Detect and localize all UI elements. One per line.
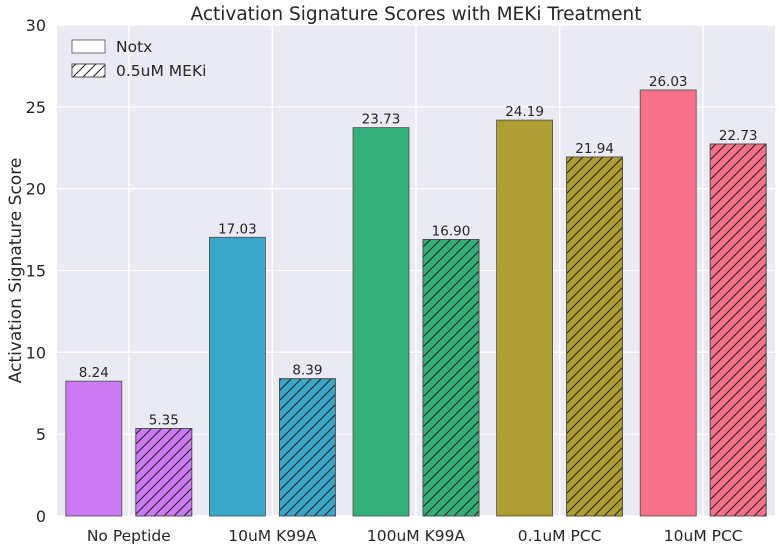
bar-hatch-overlay xyxy=(709,143,767,517)
gridlines xyxy=(57,24,775,517)
x-axis-ticks: No Peptide 10uM K99A 100uM K99A 0.1uM PCC 10… xyxy=(87,527,743,545)
y-axis-ticks: 0 5 10 15 20 25 30 xyxy=(26,16,46,526)
bar-value-label: 22.73 xyxy=(719,128,758,144)
bar-hatch-overlay xyxy=(566,156,623,517)
bar-value-label: 5.35 xyxy=(149,412,179,428)
bar-value-label: 17.03 xyxy=(218,221,257,237)
y-tick-label: 15 xyxy=(26,262,46,281)
bar-hatch-overlay xyxy=(422,239,480,517)
y-axis-label: Activation Signature Score xyxy=(6,158,26,384)
bar-value-label: 24.19 xyxy=(505,104,544,120)
y-tick-label: 30 xyxy=(26,16,46,35)
bar-notx[interactable] xyxy=(352,127,410,517)
bar-value-label: 8.39 xyxy=(292,363,322,379)
legend-swatch-hatch xyxy=(71,63,106,78)
bar-notx[interactable] xyxy=(208,236,266,517)
bar-hatch-overlay xyxy=(278,378,336,517)
bar-notx[interactable] xyxy=(496,119,554,517)
y-tick-label: 0 xyxy=(36,507,46,526)
y-tick-label: 5 xyxy=(36,425,46,444)
bar-value-label: 8.24 xyxy=(79,365,109,381)
bar-notx[interactable] xyxy=(65,380,123,517)
x-tick-label: 10uM K99A xyxy=(228,527,317,545)
legend-label: 0.5uM MEKi xyxy=(116,62,206,80)
data-labels: 8.24 5.35 17.03 8.39 23.73 16.90 24.19 21.94 26.… xyxy=(79,74,758,428)
y-tick-label: 25 xyxy=(26,98,46,117)
chart-title: Activation Signature Scores with MEKi Tr… xyxy=(190,4,641,25)
bar-hatch-overlay xyxy=(135,428,193,517)
legend[interactable]: Notx 0.5uM MEKi xyxy=(71,38,206,80)
bar-value-label: 26.03 xyxy=(649,74,688,90)
bar-value-label: 21.94 xyxy=(575,141,614,157)
x-tick-label: No Peptide xyxy=(87,527,171,545)
x-tick-label: 0.1uM PCC xyxy=(518,527,602,545)
bars xyxy=(65,89,767,517)
y-tick-label: 20 xyxy=(26,180,46,199)
legend-swatch xyxy=(71,39,106,54)
x-tick-label: 10uM PCC xyxy=(664,527,743,545)
legend-label: Notx xyxy=(116,38,152,56)
y-tick-label: 10 xyxy=(26,343,46,362)
bar-notx[interactable] xyxy=(639,89,697,517)
bar-value-label: 16.90 xyxy=(432,223,471,239)
bar-value-label: 23.73 xyxy=(362,112,401,128)
x-tick-label: 100uM K99A xyxy=(367,527,466,545)
